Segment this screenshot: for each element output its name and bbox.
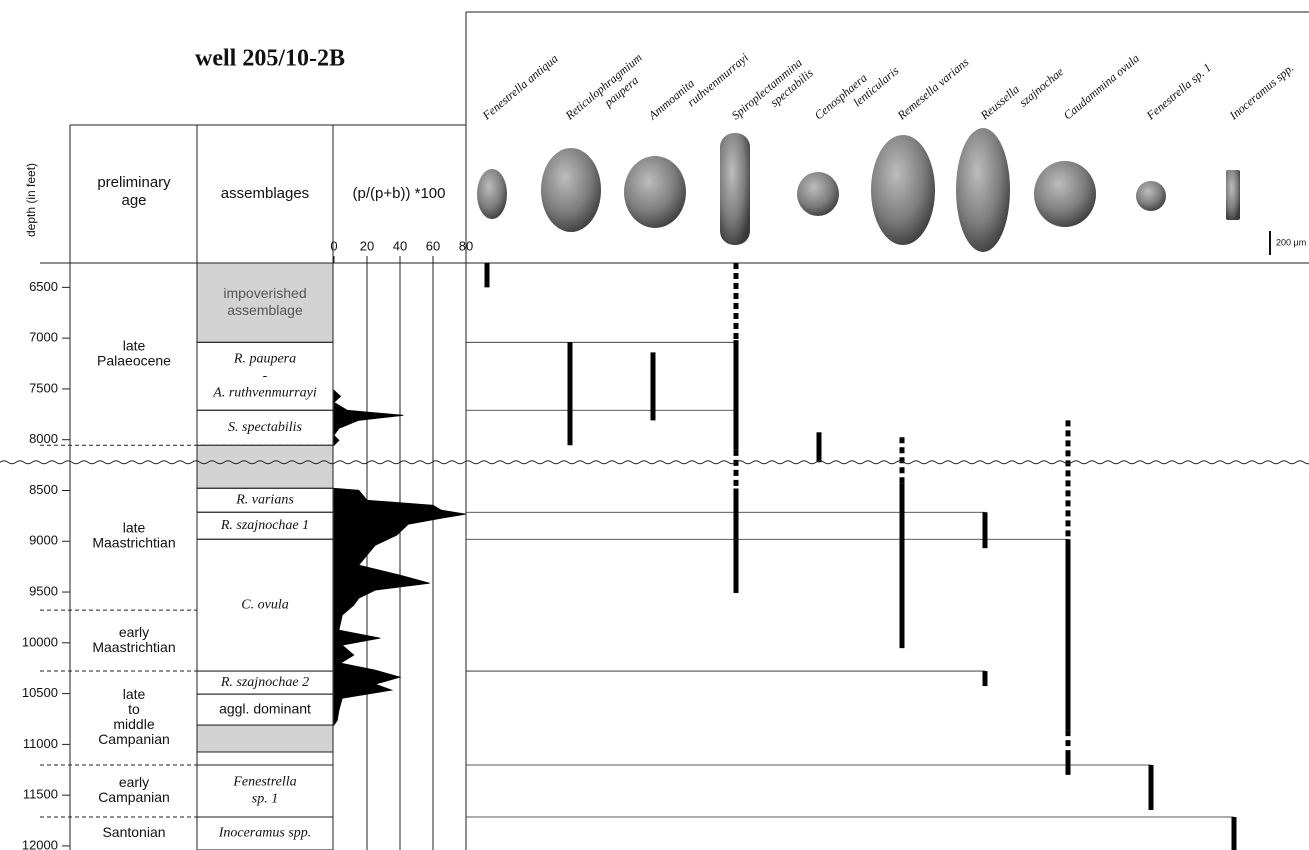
title: well 205/10-2B bbox=[195, 46, 345, 72]
assemblage-box bbox=[197, 445, 333, 488]
depth-tick-label: 6500 bbox=[29, 279, 58, 294]
assemblage-label: aggl. dominant bbox=[219, 700, 311, 716]
specimen-images bbox=[477, 128, 1270, 255]
depth-tick-label: 12000 bbox=[22, 837, 58, 850]
assemblage-label: R. varians bbox=[235, 492, 294, 507]
depth-tick-label: 8000 bbox=[29, 431, 58, 446]
taxon-name: Caudammina ovula bbox=[1061, 51, 1142, 122]
age-label: early bbox=[119, 774, 149, 790]
taxon-name-line: Inoceramus spp. bbox=[1226, 61, 1297, 123]
age-label: Campanian bbox=[98, 789, 170, 805]
assemblage-label: sp. 1 bbox=[252, 792, 278, 807]
age-label: Palaeocene bbox=[97, 352, 171, 368]
assemblage-label: assemblage bbox=[227, 302, 303, 318]
assemblage-label: R. paupera bbox=[233, 352, 296, 367]
taxon-name: Fenestrella antiqua bbox=[479, 51, 561, 123]
assemblage-label: C. ovula bbox=[241, 597, 288, 612]
taxon-name-line: Remesella varians bbox=[894, 55, 972, 123]
depth-tick-label: 8500 bbox=[29, 482, 58, 497]
ratio-tick-label: 60 bbox=[426, 238, 440, 253]
column-header: age bbox=[121, 192, 146, 209]
taxon-name-line: Fenestrella antiqua bbox=[479, 51, 561, 123]
taxon-name: Remesella varians bbox=[894, 55, 972, 123]
age-label: Campanian bbox=[98, 731, 170, 747]
depth-tick-label: 7000 bbox=[29, 330, 58, 345]
hiatus-line bbox=[0, 461, 1309, 464]
layout: 200 µm well 205/10-2B depth (in feet) pr… bbox=[0, 12, 1309, 850]
taxon-name-line: Reussella bbox=[977, 82, 1022, 123]
column-header: assemblages bbox=[221, 185, 309, 202]
assemblage-label: R. szajnochae 1 bbox=[220, 518, 309, 533]
age-label: early bbox=[119, 624, 149, 640]
assemblage-label: impoverished bbox=[223, 285, 306, 301]
age-label: late bbox=[123, 519, 146, 535]
assemblage-label: - bbox=[263, 369, 268, 384]
assemblage-label: R. szajnochae 2 bbox=[220, 675, 309, 690]
depth-tick-label: 10000 bbox=[22, 634, 58, 649]
ratio-profile bbox=[334, 390, 403, 445]
assemblage-box bbox=[197, 725, 333, 752]
taxon-name-line: szajnochae bbox=[1016, 64, 1066, 109]
taxon-name: Inoceramus spp. bbox=[1226, 61, 1297, 123]
age-label: late bbox=[123, 686, 146, 702]
depth-tick-label: 9500 bbox=[29, 583, 58, 598]
ratio-tick-label: 80 bbox=[459, 238, 473, 253]
taxon-name-line: Fenestrella sp. 1 bbox=[1143, 60, 1214, 123]
assemblage-label: S. spectabilis bbox=[228, 420, 302, 435]
ratio-tick-label: 40 bbox=[393, 238, 407, 253]
taxon-name: Fenestrella sp. 1 bbox=[1143, 60, 1214, 123]
assemblage-label: A. ruthvenmurrayi bbox=[212, 386, 317, 401]
age-label: to bbox=[128, 701, 140, 717]
scale-bar-label: 200 µm bbox=[1276, 237, 1306, 247]
depth-tick-label: 9000 bbox=[29, 533, 58, 548]
depth-tick-label: 7500 bbox=[29, 380, 58, 395]
age-label: Maastrichtian bbox=[92, 639, 175, 655]
column-header: preliminary bbox=[97, 174, 171, 191]
ratio-tick-label: 0 bbox=[330, 238, 337, 253]
age-label: Maastrichtian bbox=[92, 534, 175, 550]
depth-tick-label: 11500 bbox=[23, 787, 58, 802]
assemblage-label: Inoceramus spp. bbox=[218, 826, 312, 841]
depth-axis-label: depth (in feet) bbox=[24, 163, 38, 237]
ratio-tick-label: 20 bbox=[360, 238, 374, 253]
depth-tick-label: 10500 bbox=[22, 685, 58, 700]
age-label: middle bbox=[113, 716, 154, 732]
assemblage-label: Fenestrella bbox=[232, 775, 296, 790]
age-label: late bbox=[123, 337, 146, 353]
taxon-name-line: Caudammina ovula bbox=[1061, 51, 1142, 122]
column-header: (p/(p+b)) *100 bbox=[353, 185, 446, 202]
age-label: Santonian bbox=[102, 824, 165, 840]
depth-tick-label: 11000 bbox=[23, 736, 58, 751]
figure: 200 µm well 205/10-2B depth (in feet) pr… bbox=[0, 0, 1309, 850]
